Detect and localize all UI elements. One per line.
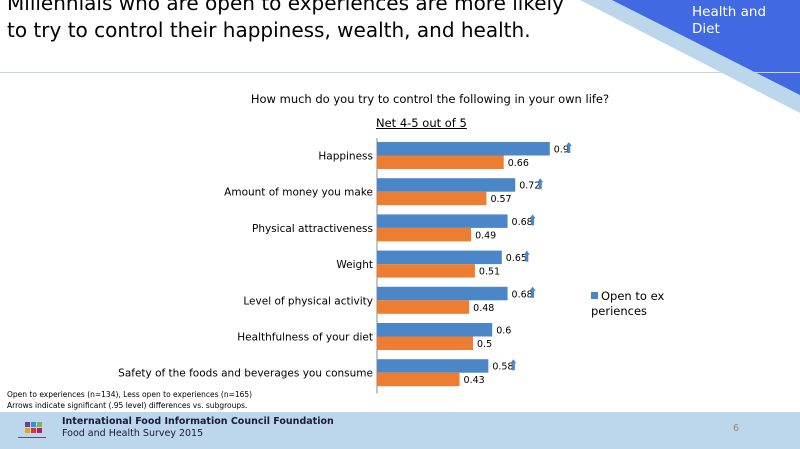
chart-subtitle: Net 4-5 out of 5 (376, 116, 467, 130)
bar-less-open (377, 300, 470, 314)
legend-label-open: Open to experiences (591, 289, 665, 318)
data-label: 0.72 (519, 181, 540, 192)
bar-less-open (377, 336, 473, 350)
significance-up-arrow-icon (537, 178, 544, 190)
data-label: 0.43 (464, 375, 485, 386)
data-label: 0.68 (512, 289, 533, 300)
data-label: 0.49 (475, 230, 496, 241)
bar-less-open (377, 227, 472, 242)
data-label: 0.57 (490, 194, 511, 205)
data-label: 0.58 (492, 362, 513, 373)
significance-note: Arrows indicate significant (.95 level) … (7, 401, 248, 410)
legend: Open to experiences (591, 289, 671, 319)
ific-logo (18, 422, 46, 438)
significance-up-arrow-icon (510, 359, 517, 371)
bar-open (377, 142, 550, 156)
category-label: Happiness (318, 151, 373, 163)
data-label: 0.66 (508, 158, 529, 169)
data-label: 0.65 (506, 253, 527, 264)
category-label: Physical attractiveness (252, 223, 373, 235)
data-label: 0.68 (512, 217, 533, 228)
page-number: 6 (733, 423, 740, 434)
bar-open (377, 250, 502, 265)
bar-open (377, 214, 508, 228)
sample-note: Open to experiences (n=134), Less open t… (7, 390, 253, 399)
organization-name: International Food Information Council F… (62, 416, 334, 427)
survey-name: Food and Health Survey 2015 (62, 428, 204, 439)
bar-open (377, 359, 489, 373)
footnotes: Open to experiences (n=134), Less open t… (7, 389, 252, 411)
data-label: 0.9 (554, 145, 569, 156)
data-label: 0.6 (496, 326, 511, 337)
significance-up-arrow-icon (529, 214, 536, 226)
category-label: Safety of the foods and beverages you co… (118, 368, 373, 380)
section-label: Health and Diet (692, 4, 767, 37)
bar-less-open (377, 155, 504, 169)
bar-open (377, 323, 493, 337)
header-divider (0, 72, 800, 73)
bar-less-open (377, 372, 460, 387)
slide-title: Millennials who are open to experiences … (7, 0, 564, 42)
significance-up-arrow-icon (565, 142, 572, 153)
significance-up-arrow-icon (523, 250, 530, 262)
chart-title: How much do you try to control the follo… (250, 92, 610, 106)
footer-bar: International Food Information Council F… (0, 412, 800, 449)
legend-swatch-open (591, 292, 598, 299)
data-label: 0.51 (479, 267, 500, 278)
bar-open (377, 286, 508, 301)
category-label: Healthfulness of your diet (237, 332, 373, 344)
category-label: Level of physical activity (243, 295, 373, 307)
significance-up-arrow-icon (529, 286, 536, 298)
data-label: 0.5 (477, 339, 492, 350)
data-label: 0.48 (473, 303, 494, 314)
bar-less-open (377, 264, 475, 278)
category-label: Weight (336, 259, 373, 271)
bar-less-open (377, 191, 487, 206)
category-label: Amount of money you make (224, 187, 373, 199)
bar-open (377, 178, 516, 192)
